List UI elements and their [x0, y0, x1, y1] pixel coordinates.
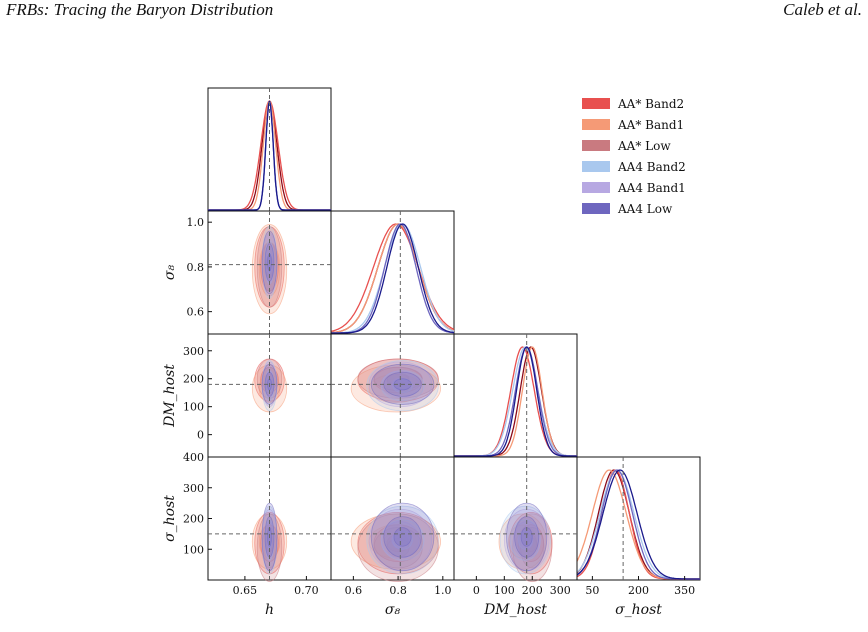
x-axis-label: h — [265, 602, 274, 618]
x-tick-label: 1.0 — [434, 584, 452, 597]
y-axis-label: σ_host — [162, 495, 178, 542]
marginal-sigmahost-5 — [576, 469, 700, 580]
x-tick-label: 50 — [585, 584, 599, 597]
x-tick-label: 200 — [522, 584, 543, 597]
panel-frame — [207, 87, 332, 212]
running-authors: Caleb et al. — [783, 0, 862, 19]
y-tick-label: 1.0 — [187, 216, 205, 229]
contour-3-0 — [366, 505, 439, 575]
panel-sigma8-DMhost — [330, 333, 455, 458]
x-tick-label: 200 — [628, 584, 649, 597]
x-tick-label: 100 — [494, 584, 515, 597]
x-tick-label: 0.70 — [294, 584, 319, 597]
marginal-h-5 — [208, 100, 331, 211]
legend-label: AA4 Low — [617, 202, 673, 216]
y-axis-label: σ₈ — [162, 265, 178, 281]
legend: AA* Band2 AA* Band1 AA* Low AA4 Band2 AA4 Ba… — [582, 97, 686, 216]
legend-swatch — [582, 161, 610, 172]
y-tick-label: 100 — [183, 543, 204, 556]
marginal-sigmahost-0 — [576, 469, 700, 580]
x-axis-label: σ_host — [615, 602, 662, 618]
contour-3-0 — [366, 360, 439, 412]
legend-label: AA* Band2 — [617, 97, 684, 111]
x-tick-label: 0.8 — [389, 584, 407, 597]
x-tick-label: 350 — [674, 584, 695, 597]
diag-panel-h — [207, 87, 332, 212]
y-tick-label: 200 — [183, 513, 204, 526]
legend-swatch — [582, 140, 610, 151]
contour-5-2 — [393, 527, 412, 547]
legend-swatch — [582, 98, 610, 109]
panel-sigma8-sigmahost — [330, 456, 455, 582]
y-tick-label: 300 — [183, 345, 204, 358]
y-tick-label: 0.8 — [187, 261, 205, 274]
x-tick-label: 300 — [550, 584, 571, 597]
y-tick-label: 100 — [183, 401, 204, 414]
legend-swatch — [582, 182, 610, 193]
panel-h-sigmahost — [207, 456, 332, 582]
running-title: FRBs: Tracing the Baryon Distribution — [6, 0, 274, 19]
x-tick-label: 0 — [473, 584, 480, 597]
legend-label: AA* Low — [617, 139, 671, 153]
legend-label: AA4 Band2 — [617, 160, 686, 174]
diag-panel-sigmahost — [576, 456, 701, 581]
legend-swatch — [582, 119, 610, 130]
x-axis-label: σ₈ — [385, 602, 401, 618]
y-tick-label: 200 — [183, 373, 204, 386]
y-tick-label: 300 — [183, 482, 204, 495]
x-tick-label: 0.6 — [345, 584, 363, 597]
x-tick-label: 0.65 — [233, 584, 258, 597]
panel-DMhost-sigmahost — [453, 456, 578, 582]
y-tick-label: 400 — [183, 451, 204, 464]
marginal-sigma8-3 — [331, 223, 455, 334]
panel-frame — [453, 456, 578, 581]
panel-frame — [330, 210, 455, 335]
contour-5-1 — [383, 516, 422, 558]
marginal-sigma8-1 — [330, 223, 455, 333]
diag-panel-sigma8 — [330, 210, 455, 335]
marginal-DMhost-5 — [454, 346, 577, 457]
y-axis-label: DM_host — [162, 364, 178, 428]
diag-panel-DMhost — [453, 333, 578, 458]
panel-h-DMhost — [207, 333, 332, 458]
marginal-sigma8-5 — [331, 223, 455, 334]
contour-3-1 — [380, 519, 425, 561]
panel-h-sigma8 — [207, 210, 332, 335]
legend-label: AA* Band1 — [617, 118, 684, 132]
y-tick-label: 0 — [197, 429, 204, 442]
x-axis-label: DM_host — [483, 602, 547, 618]
y-tick-label: 0.6 — [187, 306, 205, 319]
contour-5-0 — [370, 502, 435, 572]
legend-swatch — [582, 203, 610, 214]
legend-label: AA4 Band1 — [617, 181, 686, 195]
contour-3-0 — [499, 505, 551, 575]
